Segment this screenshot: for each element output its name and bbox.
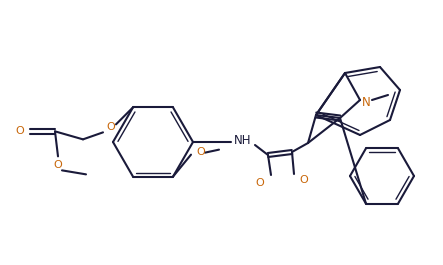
Text: O: O (197, 147, 206, 157)
Text: O: O (299, 175, 308, 185)
Text: O: O (256, 178, 264, 188)
Text: NH: NH (234, 134, 252, 147)
Text: O: O (16, 126, 24, 136)
Text: O: O (54, 160, 62, 170)
Text: O: O (107, 122, 115, 132)
Text: N: N (361, 95, 370, 108)
